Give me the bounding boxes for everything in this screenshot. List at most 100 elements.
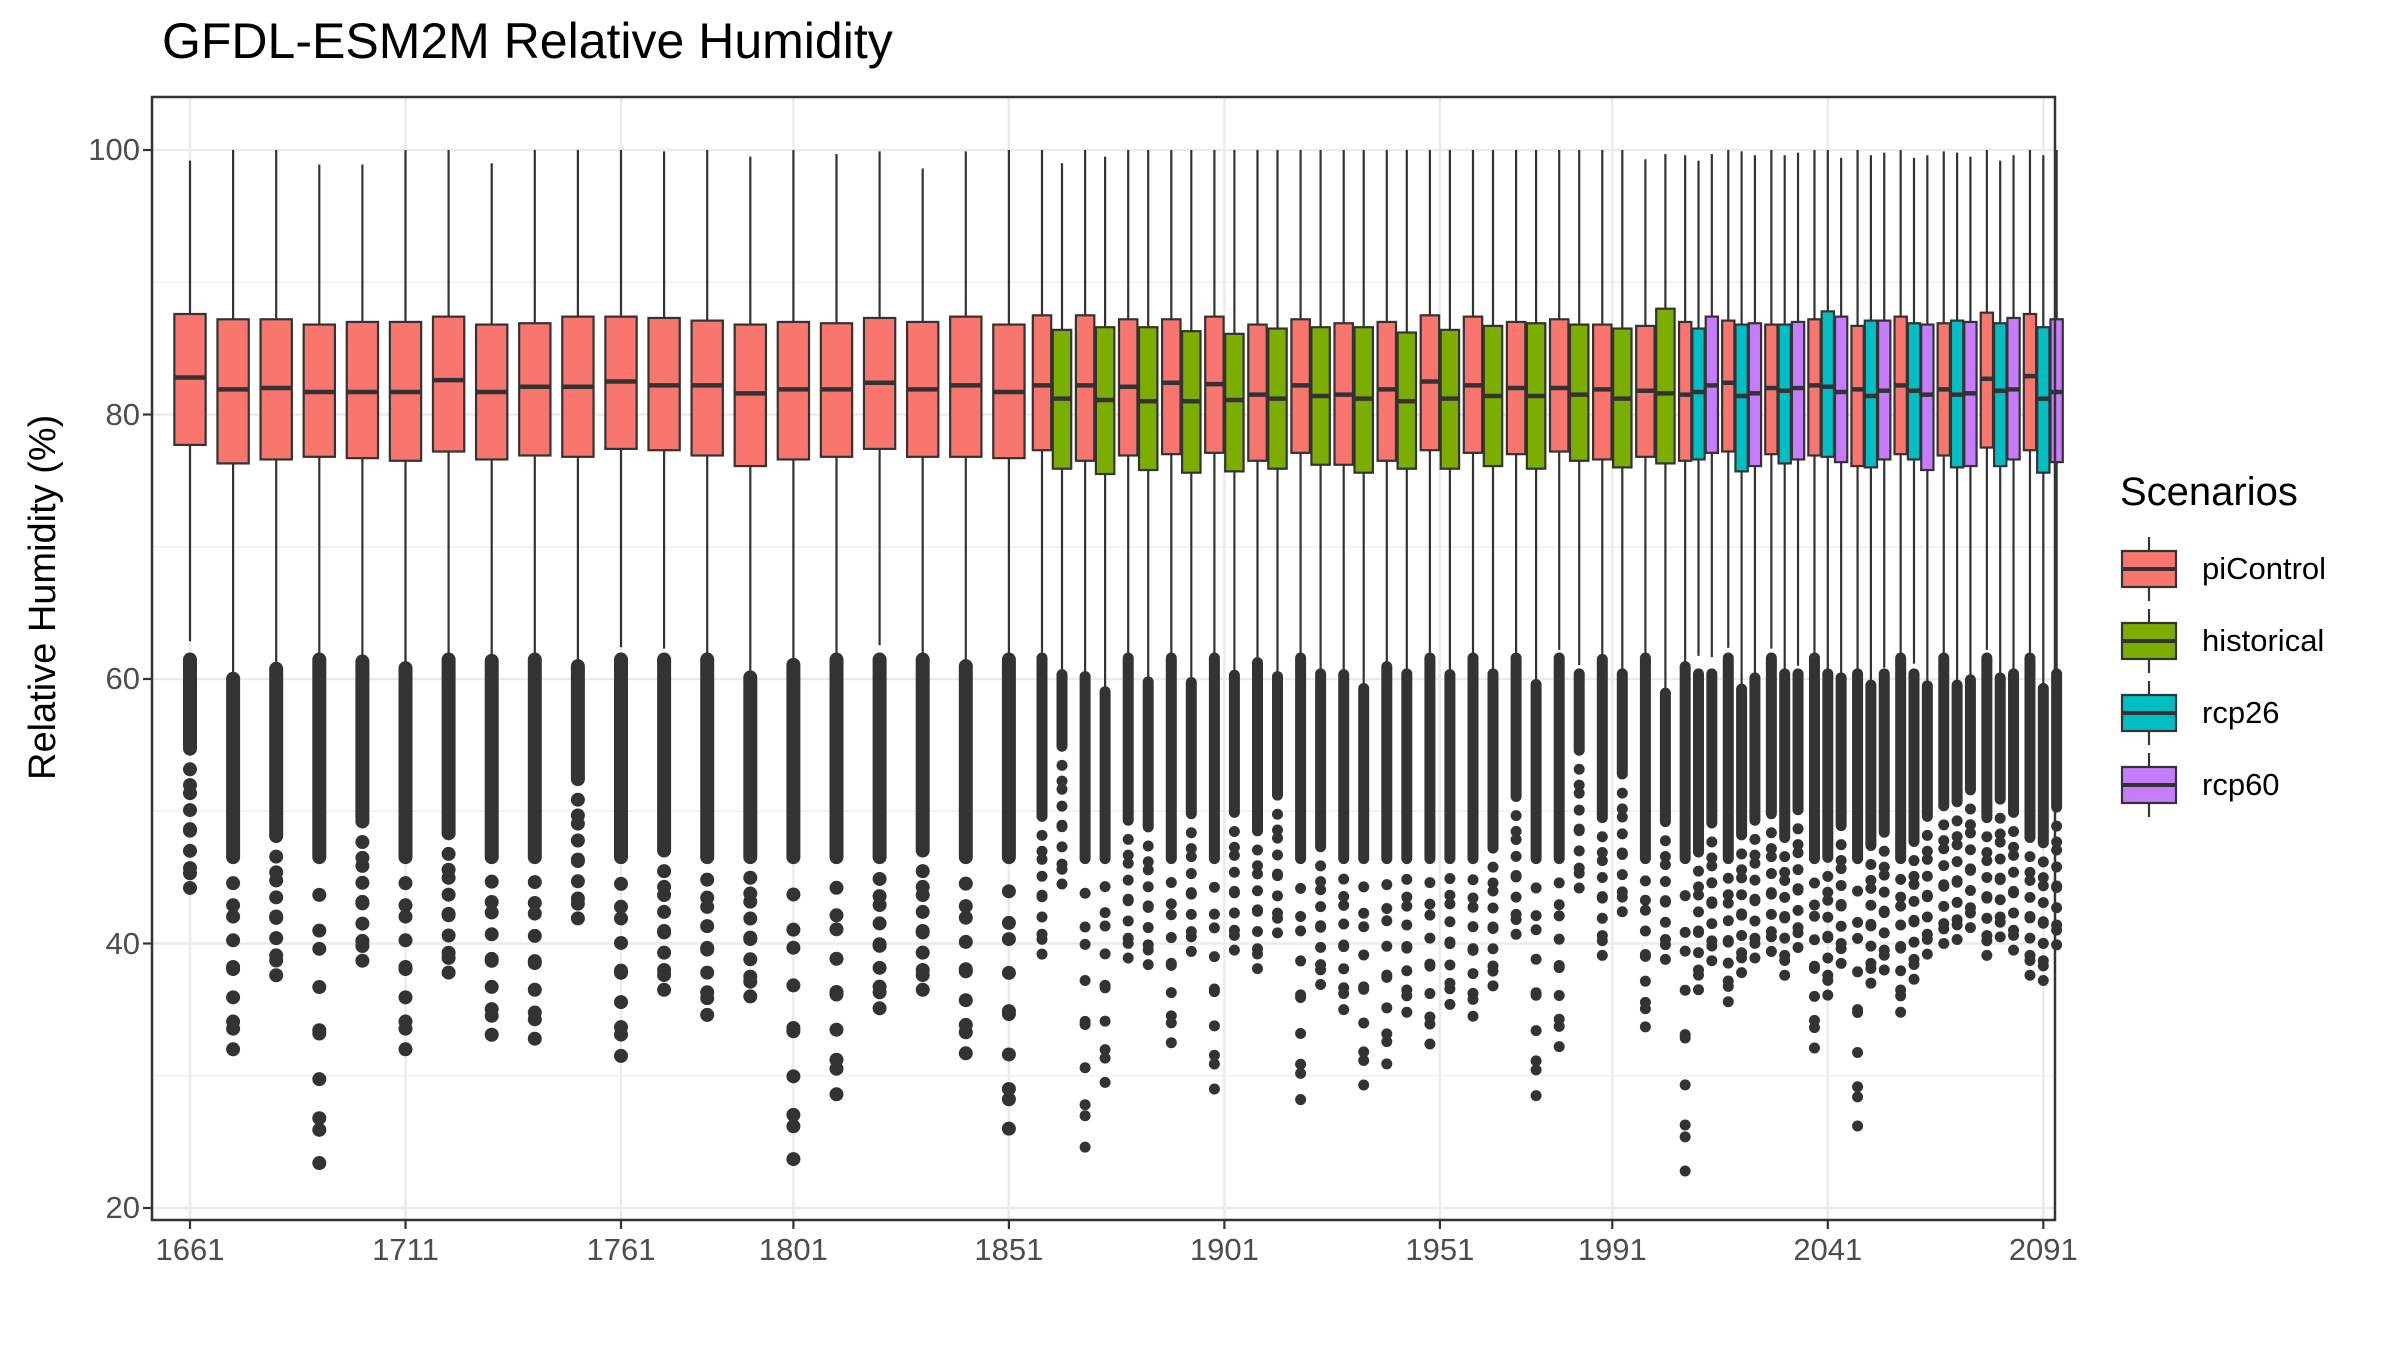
outlier-point [2037, 955, 2049, 967]
outlier-cluster [1822, 668, 1834, 863]
outlier-point [1573, 787, 1585, 799]
outlier-point [1228, 907, 1240, 919]
outlier-point [570, 854, 585, 869]
outlier-point [1381, 903, 1393, 915]
outlier-cluster [1596, 653, 1608, 824]
outlier-point [226, 1042, 241, 1057]
outlier-point [915, 925, 930, 940]
outlier-point [1908, 936, 1920, 948]
outlier-cluster [527, 652, 542, 865]
outlier-point [1228, 924, 1240, 936]
outlier-point [183, 861, 197, 876]
outlier-point [872, 897, 887, 912]
outlier-point [1852, 966, 1864, 978]
outlier-point [1444, 998, 1456, 1010]
outlier-point [1142, 840, 1154, 852]
outlier-point [183, 843, 197, 858]
outlier-point [1895, 984, 1907, 996]
outlier-point [2037, 880, 2049, 892]
outlier-point [1981, 949, 1993, 961]
outlier-point [1487, 877, 1499, 889]
outlier-point [269, 931, 284, 946]
outlier-point [1749, 952, 1761, 964]
outlier-cluster [1381, 661, 1393, 865]
outlier-cluster [269, 661, 284, 843]
outlier-point [1185, 945, 1197, 957]
outlier-point [829, 1022, 844, 1037]
outlier-point [312, 980, 327, 995]
outlier-point [1596, 912, 1608, 924]
outlier-point [1808, 1042, 1820, 1054]
outlier-point [1722, 889, 1734, 901]
outlier-point [1736, 848, 1748, 860]
outlier-point [484, 895, 499, 910]
outlier-point [1001, 1081, 1016, 1096]
outlier-point [1099, 1015, 1111, 1027]
y-tick-label: 80 [105, 396, 140, 432]
outlier-point [1659, 916, 1671, 928]
outlier-point [1852, 1091, 1864, 1103]
outlier-point [1765, 908, 1777, 920]
outlier-point [1908, 870, 1920, 882]
outlier-cluster [1908, 668, 1920, 847]
outlier-point [1878, 869, 1890, 881]
outlier-point [1122, 895, 1134, 907]
outlier-cluster [312, 652, 327, 865]
outlier-point [1822, 886, 1834, 898]
outlier-point [1835, 938, 1847, 949]
outlier-point [1401, 942, 1413, 954]
outlier-point [1315, 860, 1327, 872]
outlier-point [614, 876, 628, 891]
x-tick-label: 1991 [1577, 1232, 1647, 1267]
outlier-point [1895, 942, 1907, 954]
outlier-point [1573, 763, 1585, 775]
outlier-point [1765, 926, 1777, 938]
outlier-point [1208, 951, 1220, 963]
outlier-point [441, 928, 456, 943]
outlier-point [1981, 892, 1993, 904]
outlier-point [1467, 944, 1479, 956]
outlier-cluster [1056, 669, 1068, 752]
legend-label: piControl [2202, 551, 2327, 586]
outlier-point [1852, 916, 1864, 928]
outlier-point [915, 888, 930, 903]
outlier-cluster [1749, 672, 1761, 826]
outlier-cluster [484, 653, 499, 865]
outlier-point [1938, 880, 1950, 892]
outlier-point [1908, 953, 1920, 965]
outlier-point [1765, 945, 1777, 957]
outlier-point [1056, 878, 1068, 890]
box-historical [1137, 326, 1159, 472]
outlier-point [1510, 833, 1522, 845]
outlier-point [1553, 877, 1565, 889]
outlier-point [1765, 851, 1777, 863]
outlier-point [1424, 988, 1436, 1000]
outlier-point [1938, 819, 1950, 831]
outlier-point [2008, 924, 2020, 936]
box-piControl [2022, 312, 2038, 452]
outlier-point [1467, 987, 1479, 999]
outlier-point [1865, 874, 1877, 886]
outlier-point [1616, 803, 1628, 815]
outlier-point [1679, 1032, 1691, 1044]
outlier-point [1079, 887, 1091, 899]
outlier-point [1749, 915, 1761, 927]
outlier-point [226, 962, 241, 977]
outlier-point [1401, 873, 1413, 885]
outlier-point [1921, 829, 1933, 841]
outlier-point [1878, 964, 1890, 976]
outlier-point [1616, 869, 1628, 881]
outlier-point [1122, 857, 1134, 869]
outlier-cluster [1295, 652, 1307, 865]
outlier-cluster [915, 652, 930, 858]
outlier-point [700, 965, 715, 980]
outlier-cluster [1722, 652, 1734, 865]
outlier-point [269, 910, 284, 925]
outlier-point [829, 922, 844, 937]
outlier-point [1142, 939, 1154, 951]
outlier-point [829, 1087, 844, 1102]
outlier-point [915, 945, 930, 960]
outlier-point [570, 891, 585, 906]
outlier-cluster [183, 652, 197, 756]
outlier-point [1659, 835, 1671, 847]
